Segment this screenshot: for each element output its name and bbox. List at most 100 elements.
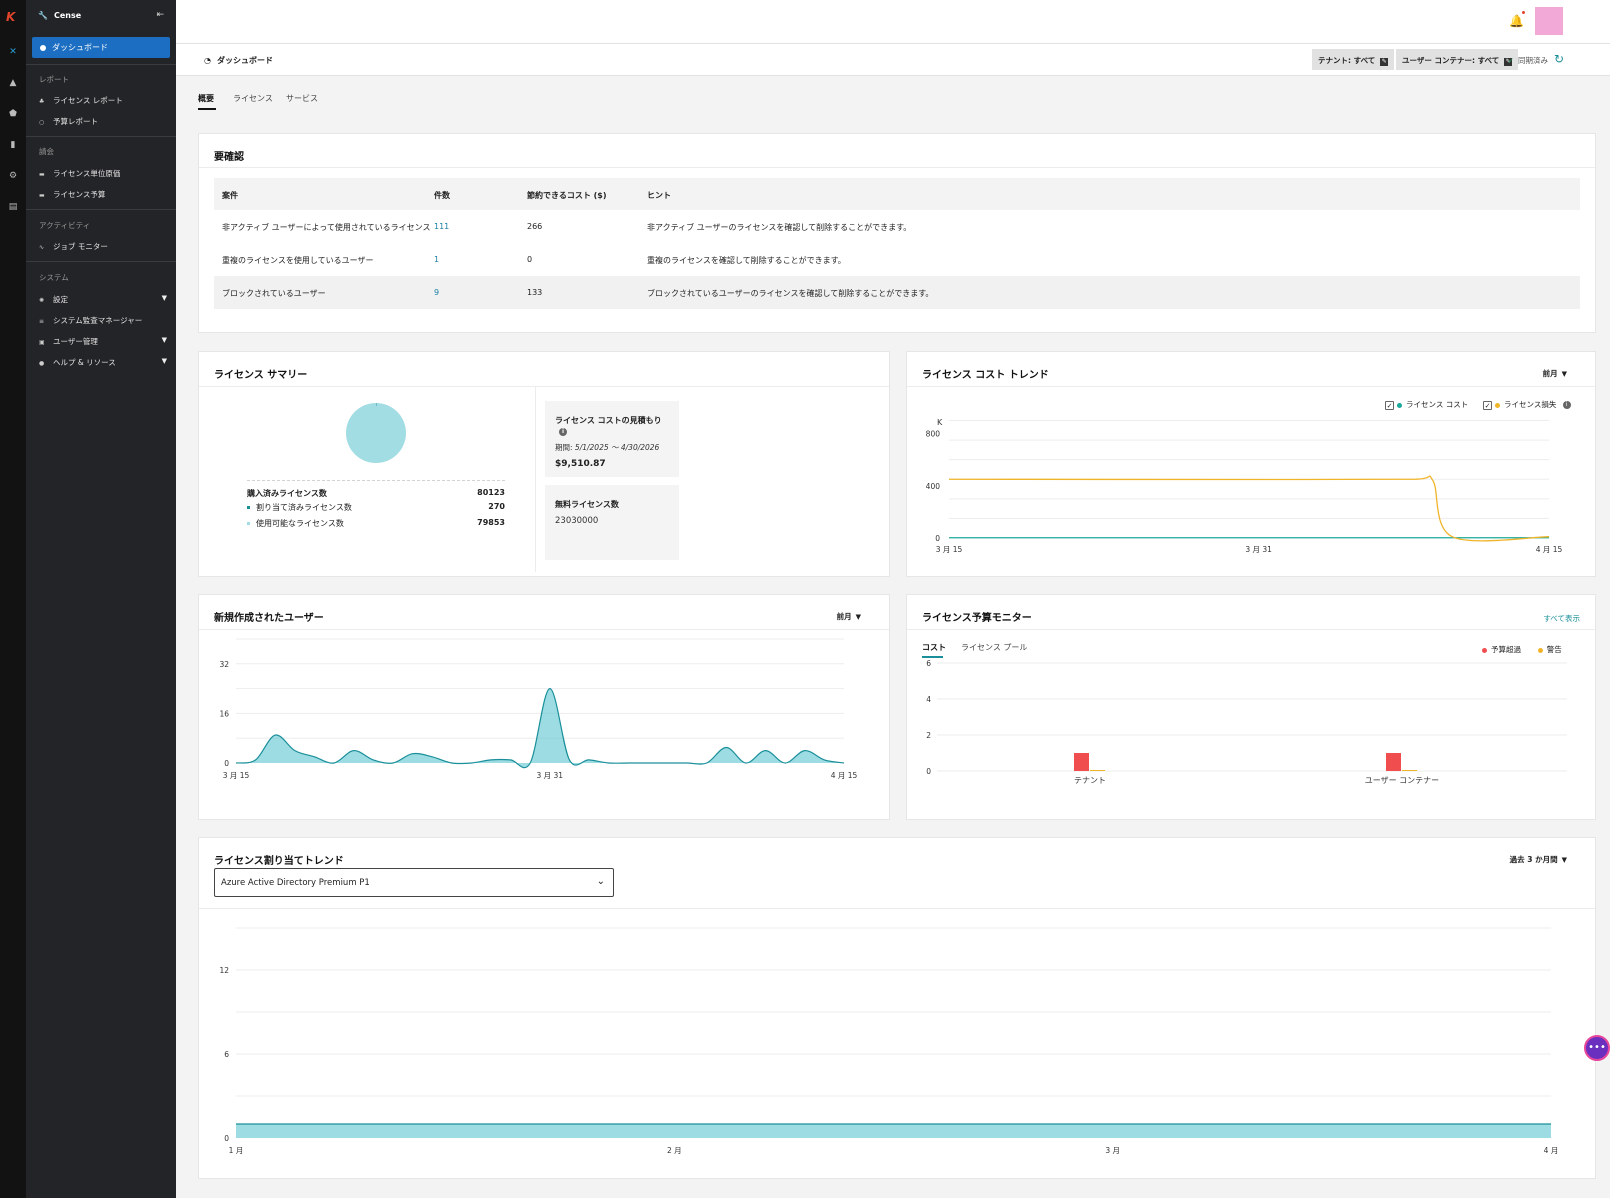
chevron-down-icon: ▼ xyxy=(161,336,167,344)
new-users-card: 新規作成されたユーザー 前月 ▼ 0 16 32 3 月 15 3 月 31 4 月 15 xyxy=(198,594,890,820)
table-row: 重複のライセンスを使用しているユーザー 1 0 重複のライセンスを確認して削除す… xyxy=(214,243,1580,276)
hint-cell: ブロックされているユーザーのライセンスを確認して削除することができます。 xyxy=(647,289,934,298)
sidebar-item-job-monitor[interactable]: ∿ ジョブ モニター xyxy=(39,242,108,251)
sidebar-item-budget-report[interactable]: ○ 予算レポート xyxy=(39,117,98,126)
pulse-icon: ∿ xyxy=(39,244,45,251)
free-license-title: 無料ライセンス数 xyxy=(555,500,619,509)
tab-service[interactable]: サービス xyxy=(286,94,318,103)
x-category-label: テナント xyxy=(1074,776,1106,785)
divider xyxy=(199,908,1595,909)
sync-status: ✓ 同期済み xyxy=(1507,56,1548,65)
container-filter-button[interactable]: ユーザー コンテナー: すべて ✎ xyxy=(1396,49,1519,70)
chevron-down-icon: ▼ xyxy=(1561,370,1567,378)
x-category-label: ユーザー コンテナー xyxy=(1365,776,1439,785)
period-dropdown[interactable]: 前月 ▼ xyxy=(836,612,861,621)
bell-icon[interactable]: 🔔 xyxy=(1509,14,1524,28)
refresh-icon[interactable]: ↻ xyxy=(1553,52,1564,66)
y-tick-label: 0 xyxy=(224,1134,229,1143)
sidebar-item-audit-manager[interactable]: ≡ システム監査マネージャー xyxy=(39,316,143,325)
unit-label: K xyxy=(937,418,943,427)
count-link[interactable]: 111 xyxy=(434,222,450,231)
assigned-label: 割り当て済みライセンス数 xyxy=(256,503,352,512)
info-icon[interactable]: i xyxy=(1562,401,1571,409)
gear-icon: ✺ xyxy=(39,297,45,304)
license-pie-chart xyxy=(346,403,406,463)
info-icon[interactable]: i xyxy=(559,428,567,436)
savings-cell: 0 xyxy=(527,255,533,264)
chat-icon[interactable]: ••• xyxy=(1584,1035,1610,1061)
chart-legend: 予算超過 警告 xyxy=(1482,644,1562,655)
cost-trend-title: ライセンス コスト トレンド xyxy=(922,370,1049,381)
y-tick-label: 0 xyxy=(926,767,931,776)
divider xyxy=(907,386,1595,387)
list-icon: ≡ xyxy=(39,318,45,325)
document-icon[interactable]: ▮ xyxy=(10,140,16,150)
tools-icon[interactable]: ✕ xyxy=(9,47,17,57)
purchased-value: 80123 xyxy=(477,488,505,497)
y-tick-label: 0 xyxy=(224,759,229,768)
sidebar-item-help[interactable]: ● ヘルプ & リソース ▼ xyxy=(39,357,167,367)
case-cell: 重複のライセンスを使用しているユーザー xyxy=(222,256,374,265)
case-cell: ブロックされているユーザー xyxy=(222,289,326,298)
notification-dot xyxy=(1522,11,1525,14)
tab-license-pool[interactable]: ライセンス プール xyxy=(961,643,1028,652)
sidebar-item-license-report[interactable]: ♣ ライセンス レポート xyxy=(39,96,123,105)
settings-icon[interactable]: ⚙ xyxy=(8,171,18,181)
divider xyxy=(199,629,889,630)
tab-overview[interactable]: 概要 xyxy=(198,94,214,103)
estimate-title: ライセンス コストの見積もりi xyxy=(555,416,662,436)
estimate-period: 期間: 5/1/2025 ～ 4/30/2026 xyxy=(555,443,660,452)
sidebar: 🔧 Cense ⇤ ダッシュボード レポート ♣ ライセンス レポート ○ 予算レポー… xyxy=(26,0,176,1198)
new-users-chart: 0 16 32 3 月 15 3 月 31 4 月 15 xyxy=(219,638,858,780)
sidebar-item-settings[interactable]: ✺ 設定 ▼ xyxy=(39,294,167,304)
collapse-sidebar-icon[interactable]: ⇤ xyxy=(156,10,164,20)
active-tab-indicator xyxy=(922,656,943,658)
sidebar-item-unit-cost[interactable]: ▬ ライセンス単位原価 xyxy=(39,169,121,178)
assigned-value: 270 xyxy=(488,502,505,511)
sidebar-item-license-budget[interactable]: ▬ ライセンス予算 xyxy=(39,190,106,199)
allocation-trend-chart: 0 6 12 1 月 2 月 3 月 4 月 xyxy=(219,927,1558,1155)
divider xyxy=(26,209,176,210)
pie-chart-icon: ◔ xyxy=(204,56,211,65)
legend-swatch xyxy=(247,506,250,509)
divider xyxy=(247,480,505,481)
page-title: ◔ ダッシュボード xyxy=(204,56,273,65)
period-dropdown[interactable]: 過去 3 か月間 ▼ xyxy=(1509,855,1567,864)
review-title: 要確認 xyxy=(214,152,244,163)
x-tick-label: 3 月 xyxy=(1105,1146,1120,1155)
cost-trend-chart: K 0 400 800 3 月 15 3 月 31 4 月 15 xyxy=(926,418,1563,554)
y-tick-label: 4 xyxy=(926,695,931,704)
document-icon: ▬ xyxy=(39,171,45,178)
sidebar-item-user-management[interactable]: ▣ ユーザー管理 ▼ xyxy=(39,336,167,346)
document-icon: ▬ xyxy=(39,192,45,199)
tab-cost[interactable]: コスト xyxy=(922,643,946,652)
license-select[interactable]: Azure Active Directory Premium P1 ⌄ xyxy=(214,868,614,897)
avatar[interactable] xyxy=(1535,7,1563,35)
x-tick-label: 3 月 15 xyxy=(223,771,250,780)
allocation-trend-title: ライセンス割り当てトレンド xyxy=(214,856,344,867)
count-link[interactable]: 9 xyxy=(434,288,440,297)
bar xyxy=(1386,753,1401,771)
tab-license[interactable]: ライセンス xyxy=(233,94,273,103)
legend-dot xyxy=(1397,402,1402,408)
shield-icon[interactable]: ⬟ xyxy=(9,109,17,119)
series-line xyxy=(948,475,1550,542)
available-label: 使用可能なライセンス数 xyxy=(256,519,344,528)
sidebar-item-dashboard[interactable]: ダッシュボード xyxy=(32,37,170,58)
loss-checkbox[interactable]: ✓ xyxy=(1483,400,1493,410)
view-all-link[interactable]: すべて表示 xyxy=(1543,614,1580,623)
period-dropdown[interactable]: 前月 ▼ xyxy=(1542,369,1567,378)
tenant-filter-button[interactable]: テナント: すべて ✎ xyxy=(1312,49,1395,70)
y-tick-label: 12 xyxy=(219,966,229,975)
cost-checkbox[interactable]: ✓ xyxy=(1385,400,1394,410)
chevron-down-icon: ▼ xyxy=(1561,856,1567,864)
alert-icon[interactable]: ▲ xyxy=(9,78,17,88)
divider xyxy=(26,64,176,65)
app-name: 🔧 Cense xyxy=(38,11,82,20)
file-icon[interactable]: ▤ xyxy=(8,202,18,212)
count-link[interactable]: 1 xyxy=(434,255,440,264)
license-summary-title: ライセンス サマリー xyxy=(214,370,308,381)
hint-cell: 非アクティブ ユーザーのライセンスを確認して削除することができます。 xyxy=(647,223,912,232)
dashboard-icon xyxy=(40,44,46,51)
sidebar-section-label: システム xyxy=(39,273,69,282)
